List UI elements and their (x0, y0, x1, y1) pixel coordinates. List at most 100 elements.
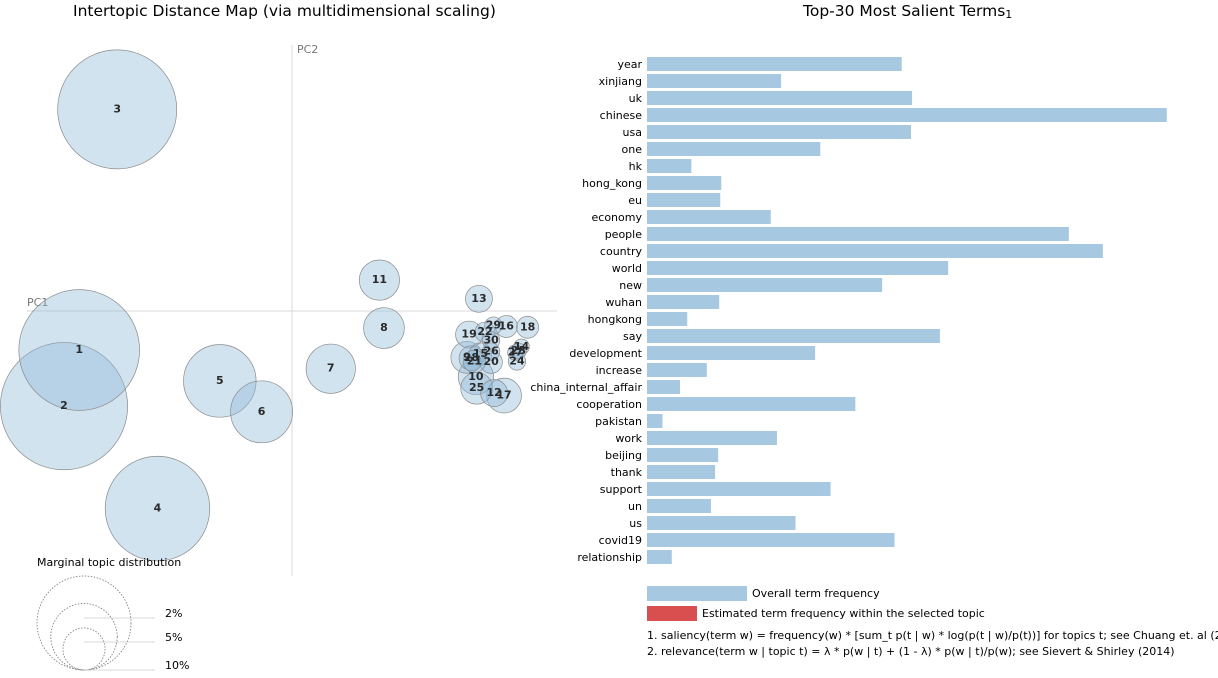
term-label-hong_kong[interactable]: hong_kong (582, 177, 642, 190)
term-bar-people[interactable] (647, 227, 1069, 241)
term-label-support[interactable]: support (600, 483, 643, 496)
topic-circle-28[interactable] (458, 345, 485, 371)
term-label-people[interactable]: people (605, 228, 643, 241)
term-label-xinjiang[interactable]: xinjiang (599, 75, 642, 88)
topic-circle-9[interactable] (450, 341, 484, 374)
topic-circle-17[interactable] (486, 377, 522, 414)
topic-label-9[interactable]: 9 (463, 350, 471, 363)
topic-label-22[interactable]: 22 (477, 325, 492, 338)
topic-label-28[interactable]: 28 (464, 351, 479, 364)
topic-label-2[interactable]: 2 (60, 399, 68, 412)
topic-label-3[interactable]: 3 (113, 102, 121, 115)
term-bar-country[interactable] (647, 244, 1103, 258)
term-label-work[interactable]: work (615, 432, 642, 445)
term-bar-hongkong[interactable] (647, 312, 688, 326)
topic-label-12[interactable]: 12 (487, 386, 502, 399)
topic-label-19[interactable]: 19 (461, 328, 476, 341)
topic-circle-27[interactable] (507, 344, 524, 361)
term-bar-chinese[interactable] (647, 108, 1167, 122)
term-label-us[interactable]: us (629, 517, 642, 530)
term-label-hk[interactable]: hk (629, 160, 643, 173)
topic-label-24[interactable]: 24 (509, 354, 525, 367)
topic-label-7[interactable]: 7 (327, 362, 335, 375)
topic-circle-11[interactable] (358, 259, 400, 301)
topic-label-13[interactable]: 13 (471, 292, 486, 305)
topic-label-16[interactable]: 16 (499, 319, 515, 332)
term-label-one[interactable]: one (622, 143, 643, 156)
topic-circle-10[interactable] (457, 358, 494, 395)
term-label-say[interactable]: say (623, 330, 642, 343)
term-bar-beijing[interactable] (647, 448, 719, 462)
topic-label-1[interactable]: 1 (75, 343, 83, 356)
topic-circle-12[interactable] (480, 379, 509, 407)
term-label-uk[interactable]: uk (629, 92, 643, 105)
topic-circle-8[interactable] (363, 307, 405, 349)
term-bar-world[interactable] (647, 261, 949, 275)
topic-label-26[interactable]: 26 (483, 345, 499, 358)
topic-circle-23[interactable] (510, 342, 527, 359)
term-label-pakistan[interactable]: pakistan (595, 415, 642, 428)
term-bar-thank[interactable] (647, 465, 716, 479)
term-bar-uk[interactable] (647, 91, 913, 105)
topic-label-4[interactable]: 4 (154, 502, 162, 515)
term-bar-cooperation[interactable] (647, 397, 856, 411)
topic-label-30[interactable]: 30 (483, 333, 499, 346)
topic-label-21[interactable]: 21 (467, 354, 482, 367)
term-bar-one[interactable] (647, 142, 821, 156)
term-bar-hk[interactable] (647, 159, 692, 173)
term-bar-increase[interactable] (647, 363, 707, 377)
topic-circle-13[interactable] (465, 284, 493, 313)
topic-circle-18[interactable] (516, 315, 539, 339)
topic-label-14[interactable]: 14 (514, 340, 530, 353)
term-bar-new[interactable] (647, 278, 883, 292)
term-label-covid19[interactable]: covid19 (599, 534, 642, 547)
topic-label-27[interactable]: 27 (508, 345, 523, 358)
topic-circle-20[interactable] (479, 350, 503, 374)
term-bar-work[interactable] (647, 431, 777, 445)
term-label-year[interactable]: year (617, 58, 642, 71)
topic-label-17[interactable]: 17 (496, 389, 511, 402)
topic-circle-26[interactable] (482, 342, 501, 361)
term-bar-economy[interactable] (647, 210, 771, 224)
term-bar-pakistan[interactable] (647, 414, 663, 428)
term-bar-un[interactable] (647, 499, 711, 513)
term-bar-relationship[interactable] (647, 550, 672, 564)
topic-label-20[interactable]: 20 (483, 355, 499, 368)
term-label-un[interactable]: un (628, 500, 642, 513)
topic-circle-29[interactable] (484, 316, 503, 335)
topic-circle-1[interactable] (18, 289, 140, 411)
topic-label-10[interactable]: 10 (468, 370, 484, 383)
term-bar-support[interactable] (647, 482, 831, 496)
topic-circle-2[interactable] (0, 342, 128, 471)
term-bar-us[interactable] (647, 516, 796, 530)
topic-label-23[interactable]: 23 (511, 344, 526, 357)
topic-label-15[interactable]: 15 (473, 347, 488, 360)
term-bar-eu[interactable] (647, 193, 721, 207)
topic-label-8[interactable]: 8 (380, 321, 388, 334)
term-bar-development[interactable] (647, 346, 816, 360)
term-bar-xinjiang[interactable] (647, 74, 782, 88)
topic-circle-5[interactable] (183, 344, 257, 418)
term-label-world[interactable]: world (612, 262, 642, 275)
term-bar-say[interactable] (647, 329, 940, 343)
topic-circle-21[interactable] (462, 349, 486, 374)
term-label-relationship[interactable]: relationship (577, 551, 642, 564)
term-label-new[interactable]: new (619, 279, 642, 292)
term-label-economy[interactable]: economy (592, 211, 643, 224)
term-label-development[interactable]: development (569, 347, 642, 360)
term-label-hongkong[interactable]: hongkong (588, 313, 642, 326)
term-label-china_internal_affair[interactable]: china_internal_affair (530, 381, 642, 394)
topic-label-11[interactable]: 11 (372, 273, 387, 286)
topic-label-25[interactable]: 25 (469, 381, 484, 394)
term-label-cooperation[interactable]: cooperation (576, 398, 642, 411)
topic-circle-6[interactable] (230, 380, 293, 444)
term-label-beijing[interactable]: beijing (605, 449, 642, 462)
term-bar-usa[interactable] (647, 125, 912, 139)
topic-circle-4[interactable] (104, 455, 211, 562)
topic-label-6[interactable]: 6 (258, 405, 266, 418)
term-bar-china_internal_affair[interactable] (647, 380, 681, 394)
term-bar-wuhan[interactable] (647, 295, 720, 309)
term-bar-covid19[interactable] (647, 533, 895, 547)
term-label-chinese[interactable]: chinese (600, 109, 643, 122)
topic-label-18[interactable]: 18 (520, 320, 535, 333)
